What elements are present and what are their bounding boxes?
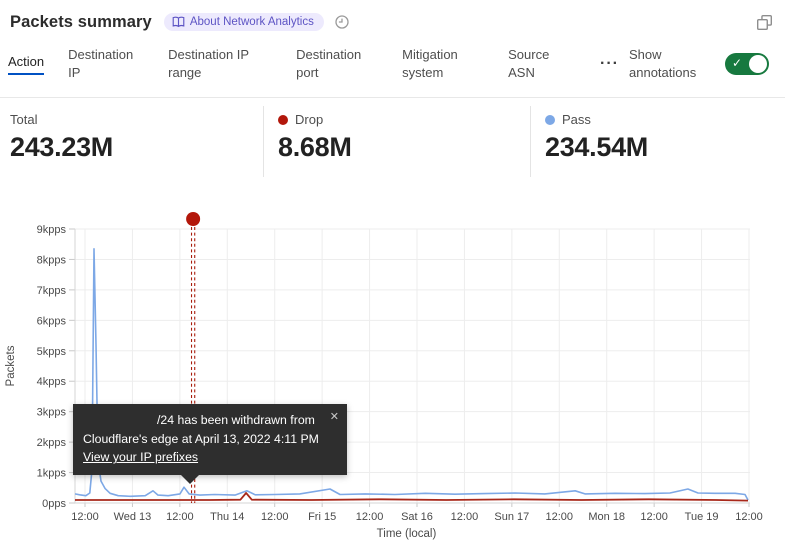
- svg-text:0pps: 0pps: [42, 498, 66, 510]
- svg-text:12:00: 12:00: [451, 511, 479, 523]
- svg-text:Fri 15: Fri 15: [308, 511, 336, 523]
- svg-text:12:00: 12:00: [71, 511, 99, 523]
- svg-text:1kpps: 1kpps: [37, 468, 67, 480]
- tooltip-line-1: /24 has been withdrawn from: [157, 413, 315, 427]
- stat-total-value: 243.23M: [10, 132, 113, 162]
- svg-text:4kpps: 4kpps: [37, 376, 67, 388]
- stat-pass-label: Pass: [562, 112, 591, 127]
- svg-text:12:00: 12:00: [261, 511, 289, 523]
- check-icon: ✓: [732, 56, 743, 70]
- stats-row: Total 243.23M Drop 8.68M Pass 234.54M: [0, 106, 785, 177]
- svg-text:8kpps: 8kpps: [37, 254, 67, 266]
- svg-text:7kpps: 7kpps: [37, 285, 67, 297]
- svg-text:12:00: 12:00: [640, 511, 668, 523]
- badge-label: About Network Analytics: [189, 16, 314, 28]
- more-tabs-icon[interactable]: ···: [600, 55, 619, 73]
- stat-drop-value: 8.68M: [278, 132, 352, 162]
- tooltip-line-2: Cloudflare's edge at April 13, 2022 4:11…: [83, 431, 319, 446]
- page-title: Packets summary: [10, 12, 152, 31]
- book-icon: [172, 16, 185, 28]
- view-ip-prefixes-link[interactable]: View your IP prefixes: [83, 450, 199, 465]
- tab-source-asn[interactable]: Source ASN: [508, 47, 550, 80]
- svg-text:9kpps: 9kpps: [37, 224, 67, 236]
- show-annotations-label: Show annotations: [629, 47, 697, 80]
- svg-text:6kpps: 6kpps: [37, 315, 67, 327]
- svg-text:12:00: 12:00: [546, 511, 574, 523]
- stat-drop-label: Drop: [295, 112, 324, 127]
- stat-total: Total 243.23M: [0, 106, 263, 177]
- svg-text:5kpps: 5kpps: [37, 346, 67, 358]
- svg-text:12:00: 12:00: [166, 511, 194, 523]
- tab-destination-ip[interactable]: Destination IP: [68, 47, 134, 80]
- stat-drop: Drop 8.68M: [263, 106, 530, 177]
- svg-text:Tue 19: Tue 19: [685, 511, 719, 523]
- stat-pass-value: 234.54M: [545, 132, 648, 162]
- svg-text:12:00: 12:00: [356, 511, 384, 523]
- chart-area: 0pps 1kpps 2kpps 3kpps 4kpps 5kpps 6kpps 7kpps 8…: [0, 205, 785, 555]
- svg-text:Packets: Packets: [5, 345, 17, 386]
- svg-text:Wed 13: Wed 13: [114, 511, 152, 523]
- svg-text:Sat 16: Sat 16: [401, 511, 433, 523]
- drop-dot-icon: [278, 114, 288, 125]
- tab-mitigation-system[interactable]: Mitigation system: [402, 47, 458, 80]
- svg-text:Sun 17: Sun 17: [494, 511, 529, 523]
- pass-dot-icon: [545, 114, 555, 125]
- toggle-knob: [749, 55, 767, 73]
- show-annotations-toggle[interactable]: ✓: [725, 53, 769, 75]
- dimension-tabs: Action Destination IP Destination IP ran…: [0, 40, 785, 88]
- tab-action[interactable]: Action: [8, 53, 45, 76]
- packets-chart[interactable]: 0pps 1kpps 2kpps 3kpps 4kpps 5kpps 6kpps 7kpps 8…: [0, 205, 785, 555]
- svg-text:Mon 18: Mon 18: [588, 511, 625, 523]
- history-icon[interactable]: [334, 14, 350, 30]
- tab-destination-port[interactable]: Destination port: [296, 47, 362, 80]
- close-icon[interactable]: ✕: [329, 411, 339, 423]
- svg-text:Time (local): Time (local): [377, 528, 437, 540]
- svg-text:Thu 14: Thu 14: [210, 511, 244, 523]
- stat-total-label: Total: [10, 112, 38, 127]
- svg-text:12:00: 12:00: [735, 511, 763, 523]
- annotation-tooltip: ✕ /24 has been withdrawn from Cloudflare…: [73, 404, 347, 485]
- section-divider: [0, 97, 785, 98]
- header: Packets summary About Network Analytics: [0, 0, 785, 34]
- stat-pass: Pass 234.54M: [530, 106, 785, 177]
- svg-text:2kpps: 2kpps: [37, 437, 67, 449]
- tooltip-arrow-icon: [180, 474, 200, 485]
- about-network-analytics-badge[interactable]: About Network Analytics: [163, 13, 324, 31]
- svg-text:3kpps: 3kpps: [37, 407, 67, 419]
- tab-destination-ip-range[interactable]: Destination IP range: [168, 47, 249, 80]
- popout-icon[interactable]: [756, 14, 773, 31]
